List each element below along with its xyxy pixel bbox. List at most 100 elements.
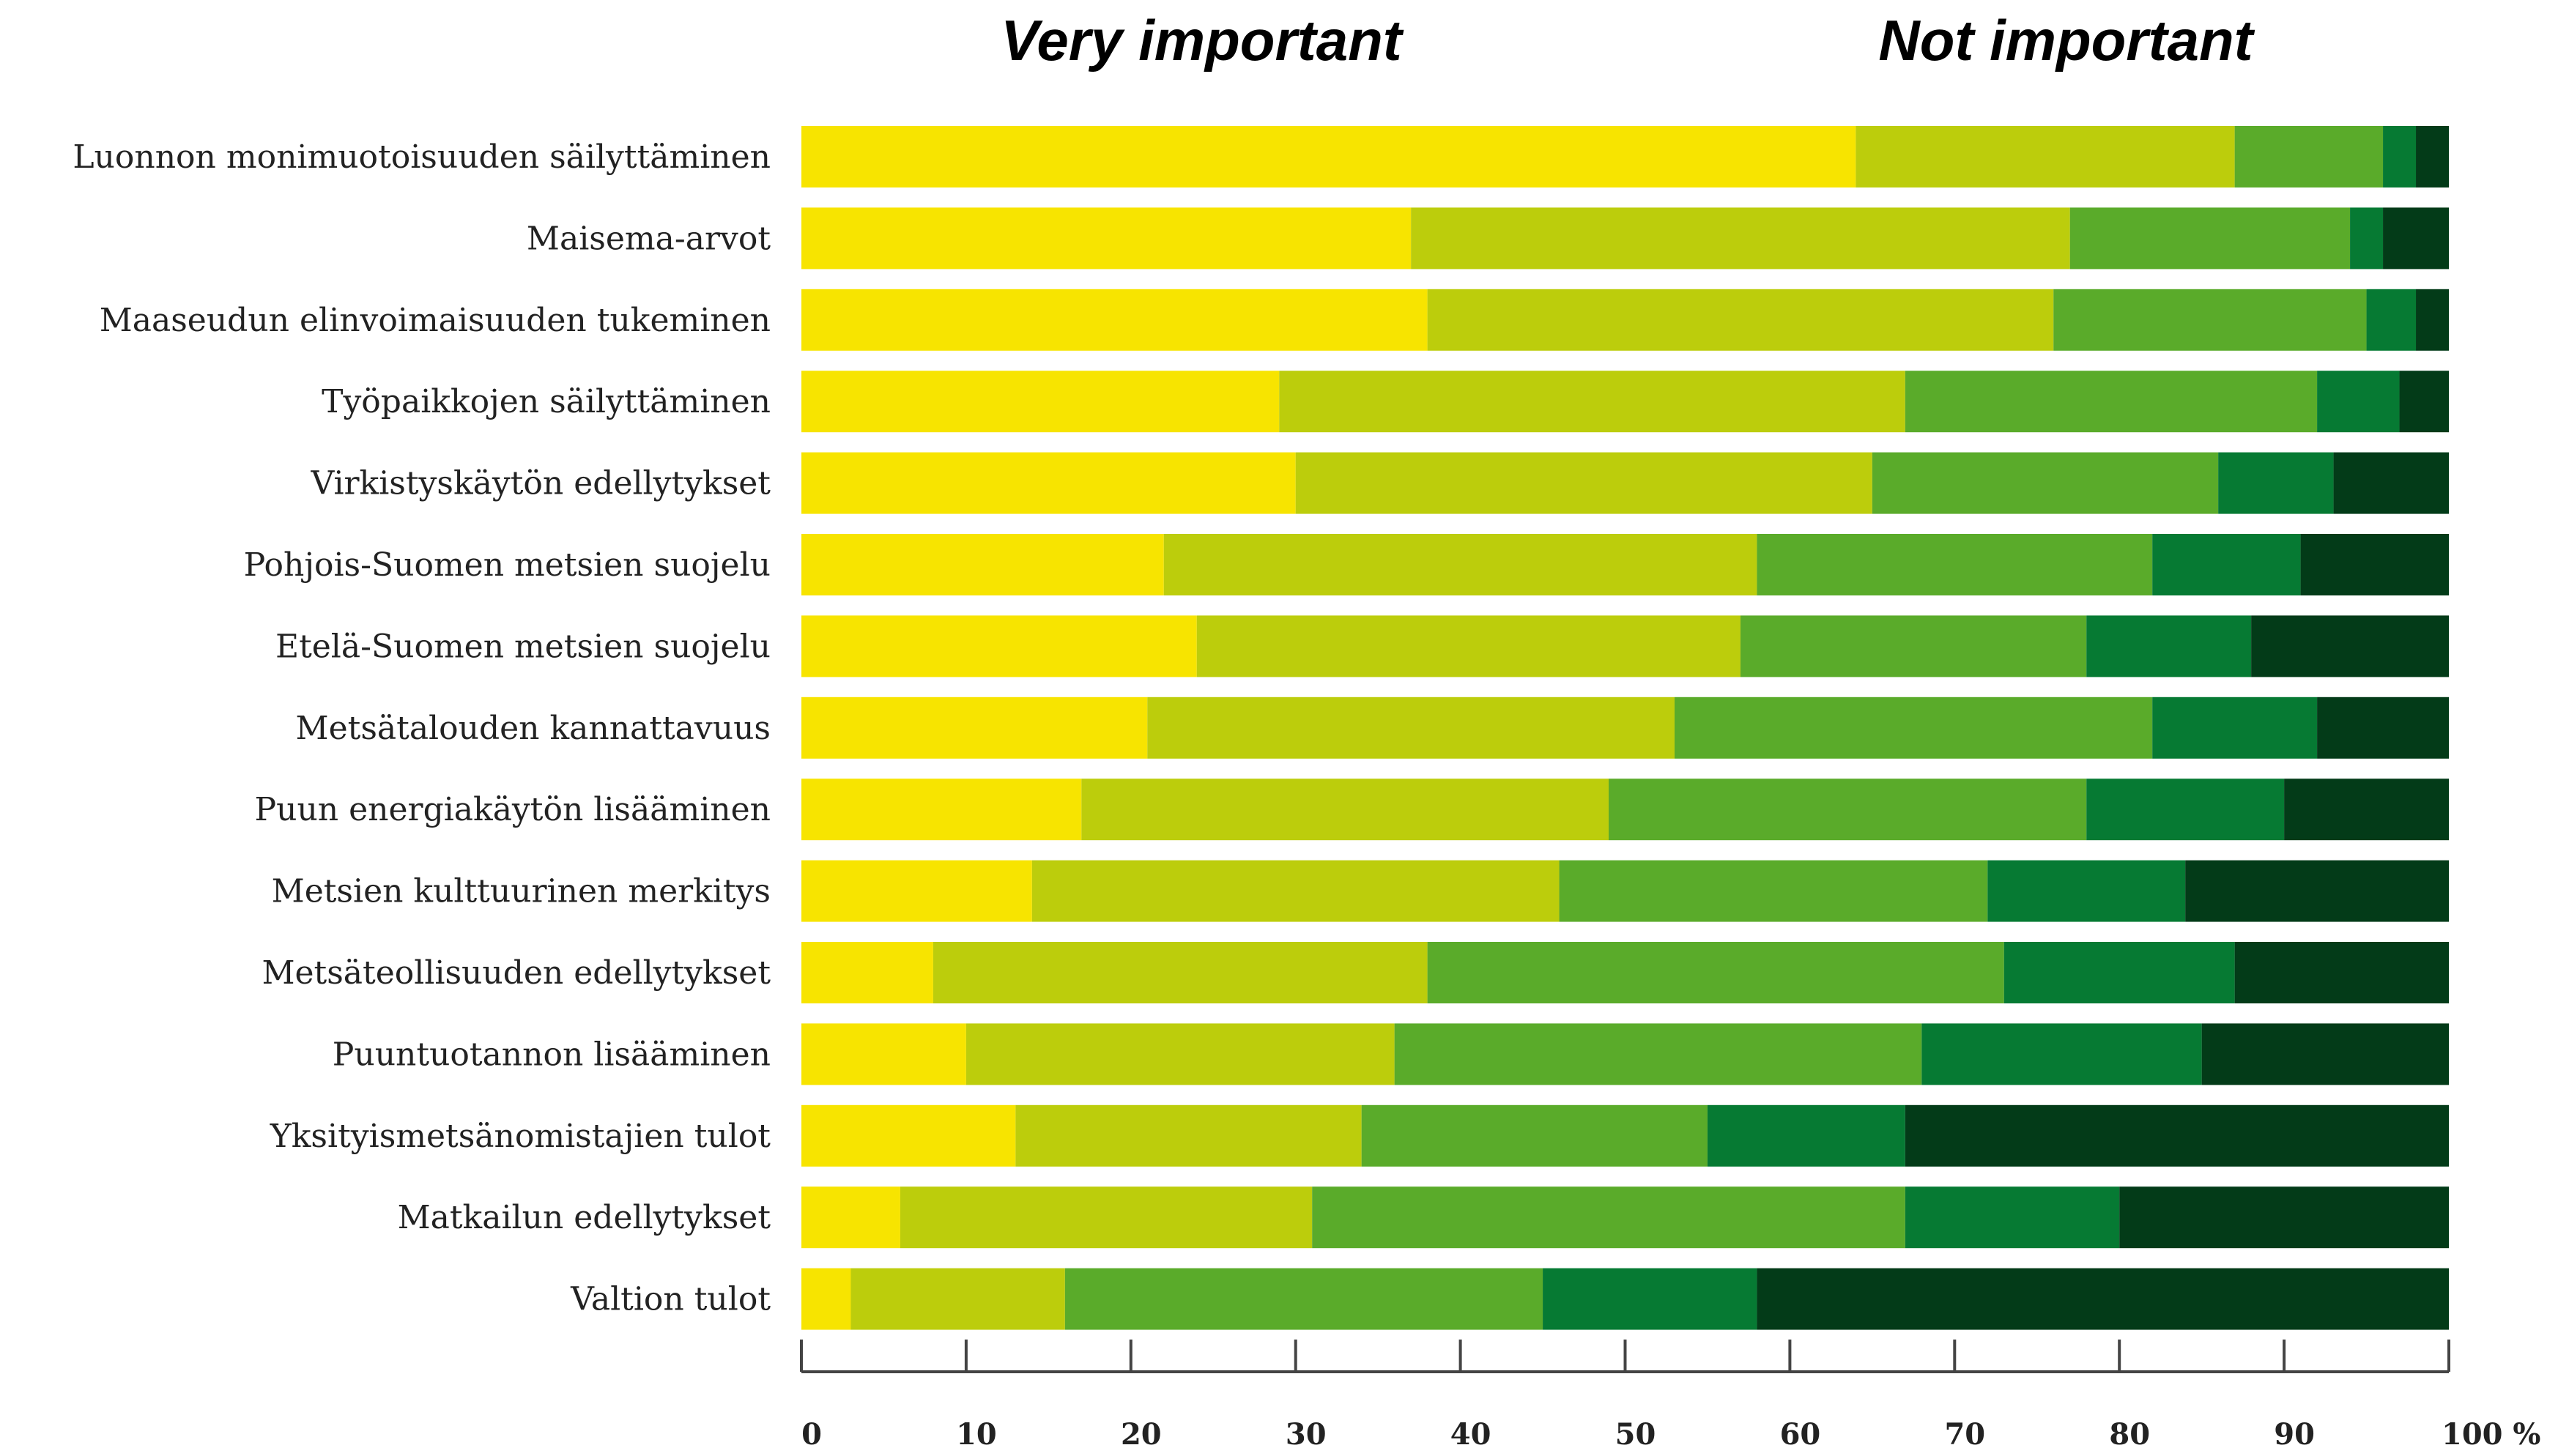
category-label: Maaseudun elinvoimaisuuden tukeminen <box>100 302 771 339</box>
bar-segment-13-5 <box>1905 1104 2449 1167</box>
bar-segment-7-4 <box>2086 615 2252 677</box>
bar-segment-12-5 <box>2201 1023 2449 1085</box>
category-label: Luonnon monimuotoisuuden säilyttäminen <box>73 138 771 176</box>
x-tick-label: 10 <box>956 1417 997 1452</box>
bar-segment-14-4 <box>1905 1186 2120 1249</box>
bar-segment-13-3 <box>1361 1104 1708 1167</box>
category-label: Pohjois-Suomen metsien suojelu <box>244 546 771 584</box>
x-tick-label: 60 <box>1780 1417 1821 1452</box>
bar-segment-11-3 <box>1427 942 2004 1003</box>
bar-segment-14-1 <box>801 1186 900 1249</box>
x-tick-label: 80 <box>2109 1417 2150 1452</box>
category-label: Yksityismetsänomistajien tulot <box>270 1118 771 1155</box>
category-label: Metsäteollisuuden edellytykset <box>262 954 771 992</box>
bar-segment-8-3 <box>1674 697 2153 759</box>
category-label: Matkailun edellytykset <box>398 1199 771 1236</box>
bar-segment-12-2 <box>965 1023 1395 1085</box>
bar-segment-6-5 <box>2300 534 2449 595</box>
bar-segment-11-2 <box>933 942 1428 1003</box>
bar-segment-9-5 <box>2284 779 2449 841</box>
category-label: Maisema-arvot <box>527 220 771 257</box>
bar-segment-4-5 <box>2399 371 2449 433</box>
bar-segment-5-1 <box>801 452 1296 514</box>
bar-segment-8-2 <box>1147 697 1675 759</box>
x-tick-label: 40 <box>1450 1417 1491 1452</box>
category-label: Puun energiakäytön lisääminen <box>255 791 771 828</box>
bar-segment-2-2 <box>1411 207 2070 270</box>
bar-segment-9-2 <box>1081 779 1609 841</box>
bar-segment-11-1 <box>801 942 933 1003</box>
bar-segment-9-4 <box>2086 779 2285 841</box>
bar-segment-4-2 <box>1279 371 1905 433</box>
bar-segment-5-3 <box>1872 452 2219 514</box>
bar-segment-8-4 <box>2152 697 2318 759</box>
bar-segment-6-3 <box>1757 534 2153 595</box>
bar-segment-15-5 <box>1757 1268 2449 1330</box>
bar-segment-6-2 <box>1163 534 1757 595</box>
bar-segment-5-2 <box>1295 452 1872 514</box>
category-label: Virkistyskäytön edellytykset <box>310 465 771 502</box>
bar-segment-2-3 <box>2069 207 2351 270</box>
bar-segment-12-1 <box>801 1023 966 1085</box>
bar-segment-7-1 <box>801 615 1197 677</box>
x-tick-label: 50 <box>1615 1417 1656 1452</box>
bar-segment-3-2 <box>1427 289 2054 351</box>
bar-segment-15-3 <box>1064 1268 1543 1330</box>
bar-segment-14-5 <box>2119 1186 2449 1249</box>
category-label: Etelä-Suomen metsien suojelu <box>275 628 771 665</box>
x-tick-label: 70 <box>1944 1417 1985 1452</box>
bar-segment-6-1 <box>801 534 1164 595</box>
bar-segment-1-4 <box>2383 126 2417 187</box>
bar-segment-15-1 <box>801 1268 851 1330</box>
bar-segment-9-1 <box>801 779 1082 841</box>
bar-segment-9-3 <box>1609 779 2087 841</box>
bar-segment-8-1 <box>801 697 1148 759</box>
x-tick-label: 0 <box>801 1417 822 1452</box>
bar-segment-1-5 <box>2416 126 2449 187</box>
bar-segment-6-4 <box>2152 534 2301 595</box>
bar-segment-2-4 <box>2350 207 2384 270</box>
bar-segment-10-5 <box>2185 860 2449 922</box>
x-tick-label: 20 <box>1121 1417 1162 1452</box>
bar-segment-5-5 <box>2333 452 2449 514</box>
bar-segment-10-4 <box>1987 860 2186 922</box>
bar-segment-13-4 <box>1707 1104 1905 1167</box>
bar-segment-10-3 <box>1559 860 1988 922</box>
bar-segment-7-2 <box>1196 615 1741 677</box>
bar-segment-13-2 <box>1015 1104 1362 1167</box>
bar-segment-4-4 <box>2317 371 2400 433</box>
bar-segment-10-2 <box>1031 860 1560 922</box>
header-very-important: Very important <box>1001 8 1404 73</box>
x-tick-label: 100 % <box>2442 1417 2540 1452</box>
header-not-important: Not important <box>1878 8 2255 73</box>
bar-segment-2-5 <box>2383 207 2449 270</box>
category-label: Metsien kulttuurinen merkitys <box>272 873 771 910</box>
bar-segment-1-3 <box>2234 126 2384 187</box>
bar-segment-7-5 <box>2251 615 2449 677</box>
bar-segment-14-3 <box>1312 1186 1905 1249</box>
x-axis: 0 10 20 30 40 50 60 70 80 90 100 % <box>800 1340 2540 1452</box>
bar-segment-13-1 <box>801 1104 1016 1167</box>
x-tick-label: 30 <box>1286 1417 1327 1452</box>
bar-segment-4-3 <box>1905 371 2318 433</box>
bar-segment-1-1 <box>801 126 1856 187</box>
bar-segment-4-1 <box>801 371 1280 433</box>
bar-segment-3-5 <box>2416 289 2449 351</box>
bars-group <box>801 126 2449 1330</box>
category-label: Työpaikkojen säilyttäminen <box>322 383 771 420</box>
bar-segment-12-3 <box>1394 1023 1922 1085</box>
bar-segment-8-5 <box>2317 697 2449 759</box>
bar-segment-15-2 <box>850 1268 1065 1330</box>
category-label: Puuntuotannon lisääminen <box>333 1036 771 1073</box>
bar-segment-14-2 <box>900 1186 1313 1249</box>
bar-segment-10-1 <box>801 860 1032 922</box>
bar-segment-11-4 <box>2003 942 2235 1003</box>
x-tick-label: 90 <box>2274 1417 2315 1452</box>
bar-segment-7-3 <box>1740 615 2087 677</box>
bar-segment-3-1 <box>801 289 1428 351</box>
bar-segment-15-4 <box>1543 1268 1757 1330</box>
bar-segment-3-4 <box>2366 289 2417 351</box>
bar-segment-12-4 <box>1921 1023 2202 1085</box>
bar-segment-1-2 <box>1856 126 2235 187</box>
